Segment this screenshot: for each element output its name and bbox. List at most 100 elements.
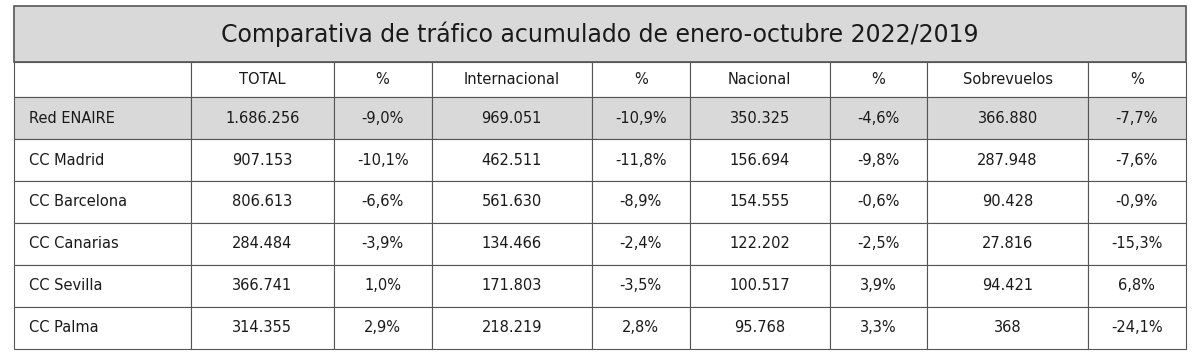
Text: 368: 368 bbox=[994, 320, 1021, 335]
Text: -11,8%: -11,8% bbox=[616, 153, 666, 168]
Bar bbox=[334, 307, 432, 349]
Bar bbox=[14, 97, 191, 139]
Text: 366.880: 366.880 bbox=[978, 111, 1038, 126]
Bar bbox=[432, 181, 592, 223]
Bar bbox=[432, 265, 592, 307]
Text: 366.741: 366.741 bbox=[233, 278, 293, 293]
Text: 6,8%: 6,8% bbox=[1118, 278, 1156, 293]
Bar bbox=[928, 181, 1087, 223]
Text: 287.948: 287.948 bbox=[977, 153, 1038, 168]
Text: 314.355: 314.355 bbox=[233, 320, 293, 335]
Text: 156.694: 156.694 bbox=[730, 153, 790, 168]
Text: -7,6%: -7,6% bbox=[1116, 153, 1158, 168]
Bar bbox=[14, 62, 191, 97]
Text: 218.219: 218.219 bbox=[481, 320, 542, 335]
Bar bbox=[928, 62, 1087, 97]
Bar bbox=[334, 265, 432, 307]
Text: -15,3%: -15,3% bbox=[1111, 236, 1163, 251]
Bar bbox=[334, 139, 432, 181]
Bar bbox=[592, 223, 690, 265]
Bar bbox=[928, 97, 1087, 139]
Text: CC Canarias: CC Canarias bbox=[29, 236, 119, 251]
Text: CC Madrid: CC Madrid bbox=[29, 153, 104, 168]
Bar bbox=[829, 62, 928, 97]
Text: CC Barcelona: CC Barcelona bbox=[29, 195, 127, 209]
Bar bbox=[191, 139, 334, 181]
Bar bbox=[690, 181, 829, 223]
Bar bbox=[690, 223, 829, 265]
Bar bbox=[1087, 97, 1186, 139]
Bar bbox=[592, 139, 690, 181]
Bar bbox=[1087, 62, 1186, 97]
Text: -9,0%: -9,0% bbox=[361, 111, 403, 126]
Text: -10,9%: -10,9% bbox=[614, 111, 666, 126]
Text: TOTAL: TOTAL bbox=[239, 72, 286, 87]
Text: CC Sevilla: CC Sevilla bbox=[29, 278, 102, 293]
Text: -2,5%: -2,5% bbox=[857, 236, 900, 251]
Text: 350.325: 350.325 bbox=[730, 111, 790, 126]
Text: 90.428: 90.428 bbox=[982, 195, 1033, 209]
Bar bbox=[1087, 181, 1186, 223]
Bar bbox=[432, 97, 592, 139]
Text: Internacional: Internacional bbox=[463, 72, 559, 87]
Bar bbox=[191, 265, 334, 307]
Bar bbox=[1087, 223, 1186, 265]
Text: -9,8%: -9,8% bbox=[858, 153, 900, 168]
Bar bbox=[829, 223, 928, 265]
Bar bbox=[14, 6, 1186, 62]
Bar bbox=[334, 181, 432, 223]
Bar bbox=[592, 62, 690, 97]
Text: 134.466: 134.466 bbox=[481, 236, 541, 251]
Text: %: % bbox=[871, 72, 886, 87]
Text: 27.816: 27.816 bbox=[982, 236, 1033, 251]
Text: -0,6%: -0,6% bbox=[857, 195, 900, 209]
Text: 122.202: 122.202 bbox=[730, 236, 790, 251]
Bar bbox=[14, 139, 191, 181]
Text: 94.421: 94.421 bbox=[982, 278, 1033, 293]
Bar bbox=[928, 223, 1087, 265]
Bar bbox=[432, 62, 592, 97]
Text: %: % bbox=[634, 72, 648, 87]
Text: 95.768: 95.768 bbox=[734, 320, 785, 335]
Text: 907.153: 907.153 bbox=[232, 153, 293, 168]
Text: -0,9%: -0,9% bbox=[1116, 195, 1158, 209]
Bar bbox=[432, 223, 592, 265]
Text: Red ENAIRE: Red ENAIRE bbox=[29, 111, 115, 126]
Text: CC Palma: CC Palma bbox=[29, 320, 98, 335]
Bar bbox=[928, 139, 1087, 181]
Bar bbox=[191, 62, 334, 97]
Text: 1.686.256: 1.686.256 bbox=[226, 111, 300, 126]
Text: Nacional: Nacional bbox=[728, 72, 791, 87]
Text: 561.630: 561.630 bbox=[481, 195, 542, 209]
Text: 2,9%: 2,9% bbox=[364, 320, 401, 335]
Bar bbox=[592, 97, 690, 139]
Text: 969.051: 969.051 bbox=[481, 111, 542, 126]
Text: 1,0%: 1,0% bbox=[364, 278, 401, 293]
Bar bbox=[829, 307, 928, 349]
Text: 284.484: 284.484 bbox=[232, 236, 293, 251]
Bar bbox=[191, 223, 334, 265]
Bar bbox=[334, 62, 432, 97]
Text: -10,1%: -10,1% bbox=[356, 153, 408, 168]
Text: %: % bbox=[376, 72, 390, 87]
Text: 171.803: 171.803 bbox=[481, 278, 542, 293]
Text: -8,9%: -8,9% bbox=[619, 195, 662, 209]
Text: 100.517: 100.517 bbox=[730, 278, 790, 293]
Bar bbox=[829, 139, 928, 181]
Text: -4,6%: -4,6% bbox=[858, 111, 900, 126]
Bar bbox=[432, 307, 592, 349]
Bar bbox=[690, 265, 829, 307]
Bar bbox=[829, 97, 928, 139]
Bar bbox=[14, 181, 191, 223]
Bar bbox=[1087, 139, 1186, 181]
Bar bbox=[191, 307, 334, 349]
Bar bbox=[928, 307, 1087, 349]
Bar bbox=[592, 181, 690, 223]
Bar bbox=[690, 97, 829, 139]
Bar bbox=[690, 307, 829, 349]
Text: Sobrevuelos: Sobrevuelos bbox=[962, 72, 1052, 87]
Text: -2,4%: -2,4% bbox=[619, 236, 662, 251]
Bar bbox=[592, 265, 690, 307]
Text: -3,5%: -3,5% bbox=[619, 278, 662, 293]
Bar bbox=[14, 307, 191, 349]
